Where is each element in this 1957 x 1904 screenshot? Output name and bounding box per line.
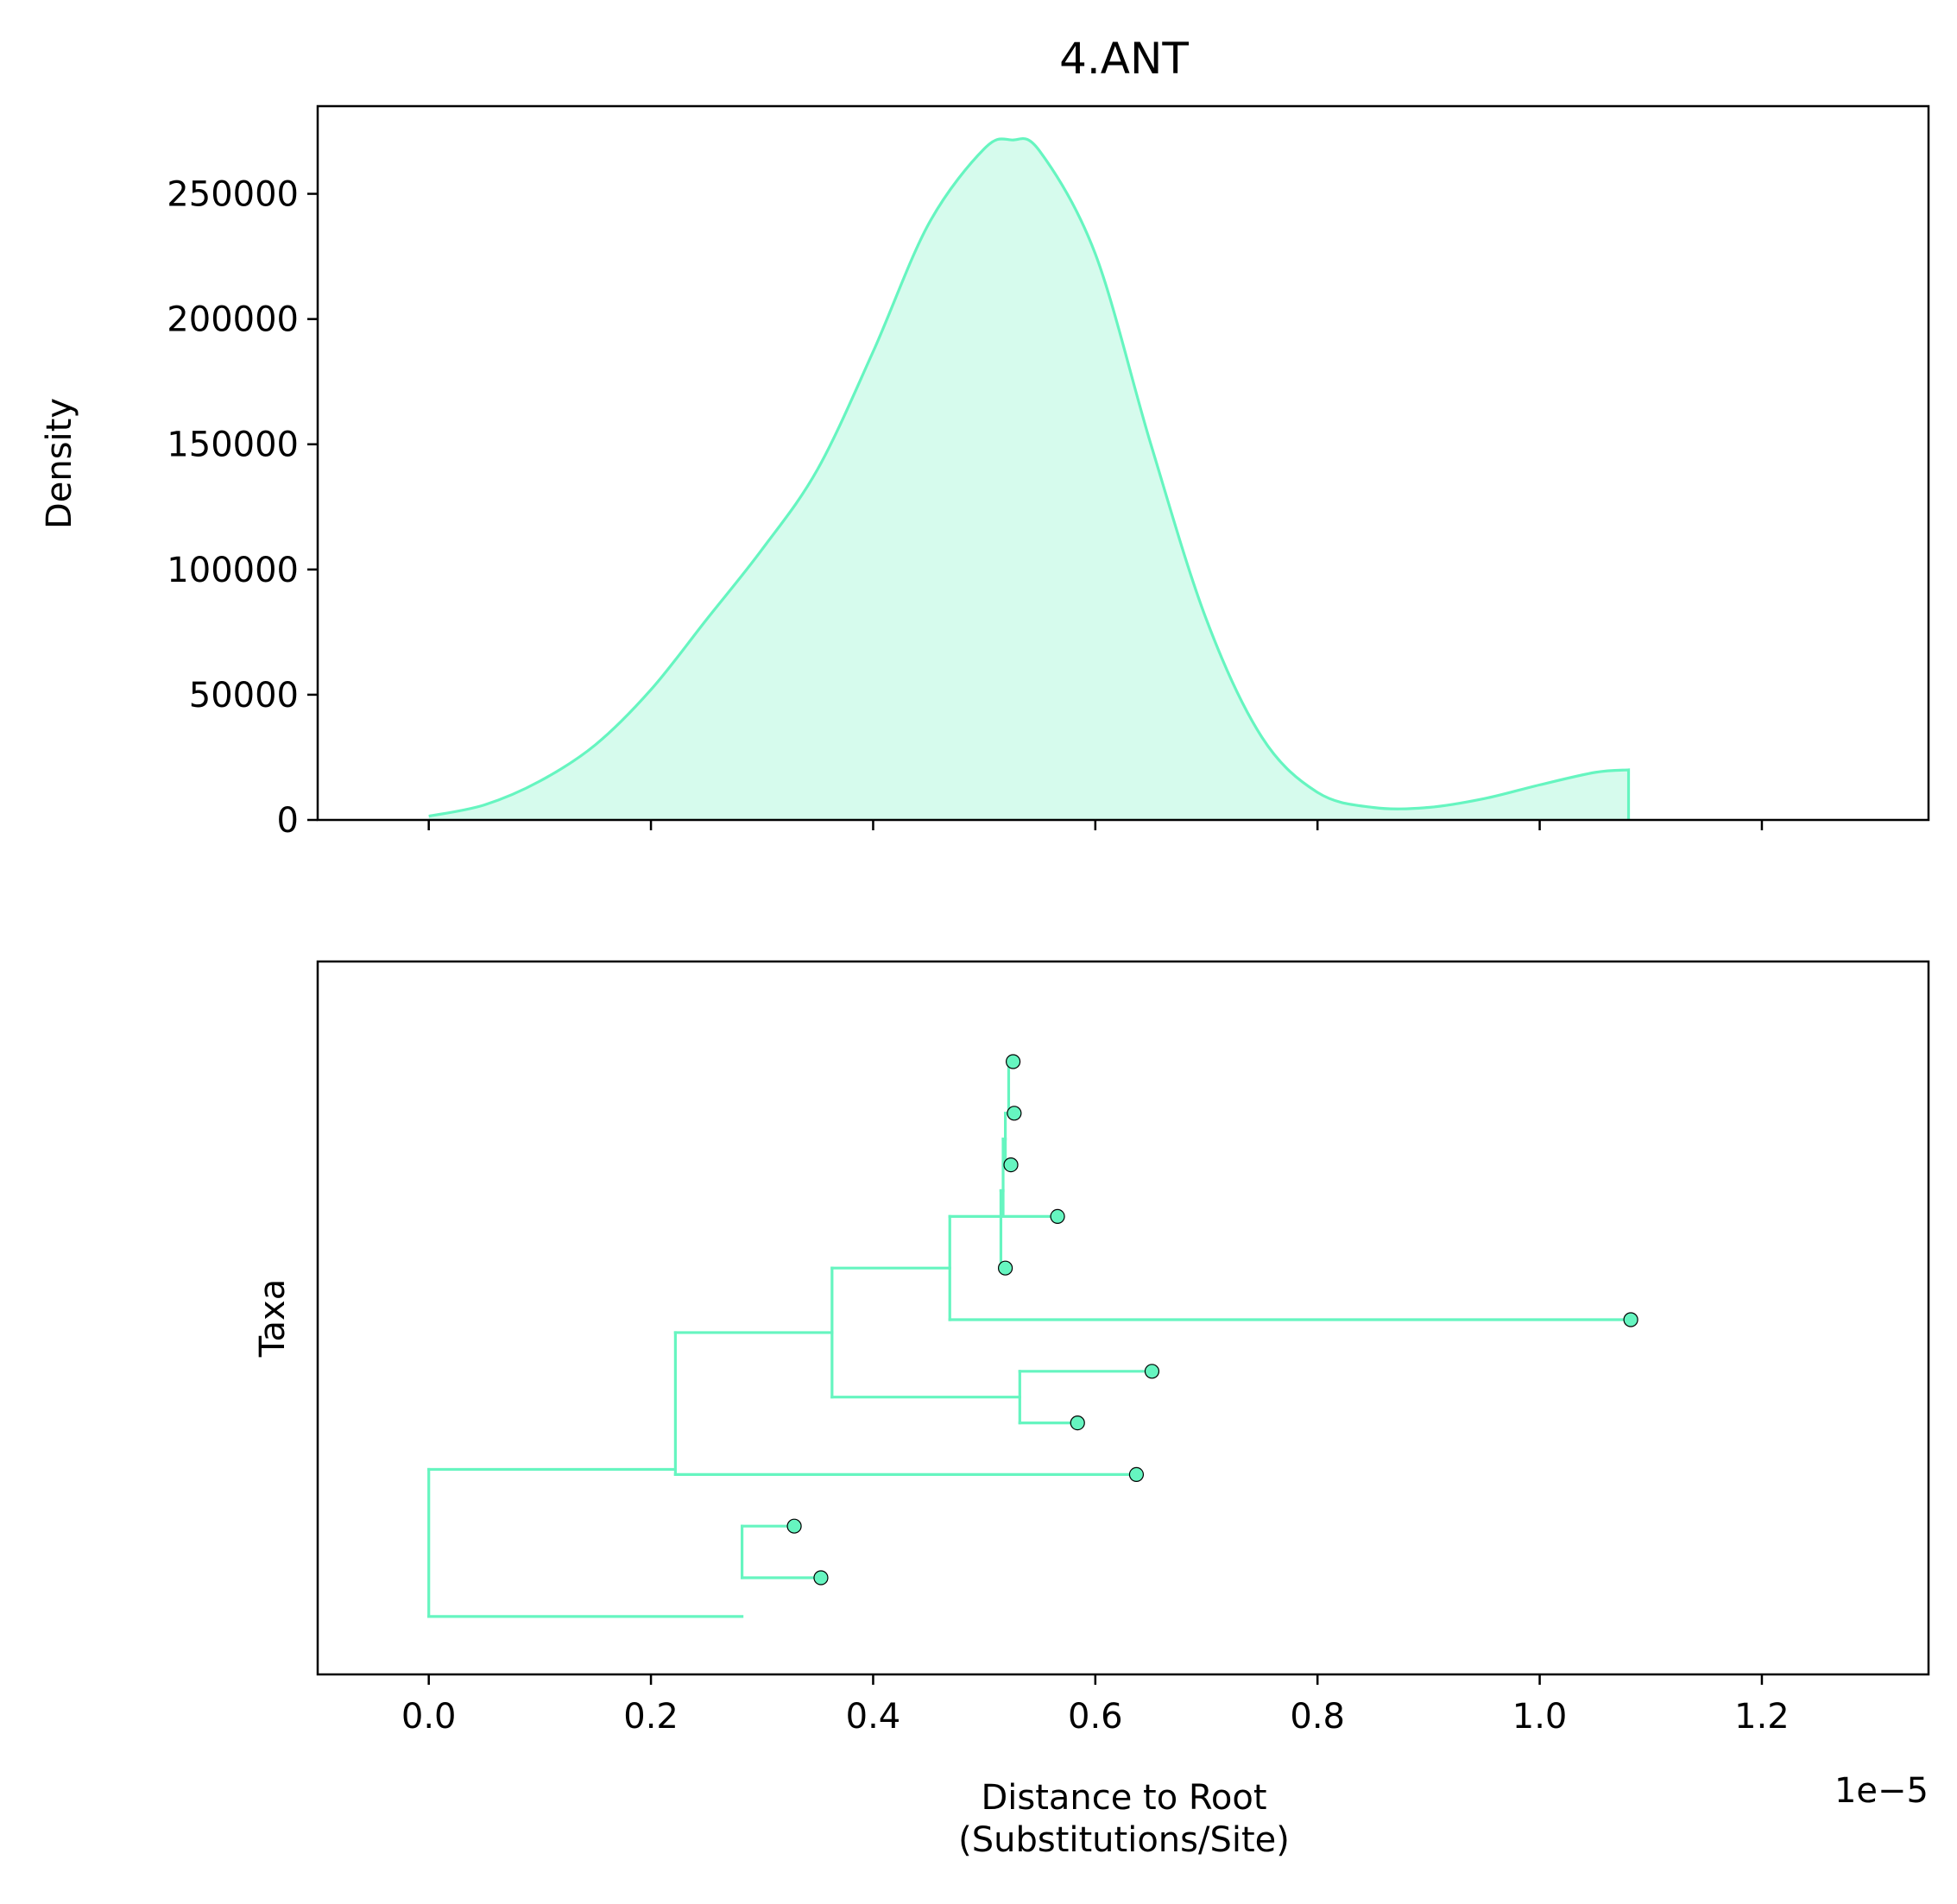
tree-tip	[1005, 1054, 1021, 1069]
tree-tip	[786, 1518, 802, 1534]
density-y-axis-label: Density	[40, 398, 79, 529]
tree-tip	[813, 1570, 829, 1586]
tree-x-tick-label: 0.4	[846, 1697, 901, 1737]
tree-x-tick-label: 0.8	[1290, 1697, 1345, 1737]
tree-x-axis-label-line2: (Substitutions/Site)	[958, 1820, 1290, 1860]
tree-x-tick-label: 1.0	[1512, 1697, 1568, 1737]
tree-tip	[1007, 1106, 1022, 1121]
density-y-tick-label: 200000	[167, 300, 299, 340]
tree-x-tick-label: 0.0	[401, 1697, 457, 1737]
density-y-tick-label: 150000	[167, 426, 299, 465]
density-y-tick-label: 250000	[167, 175, 299, 215]
tree-axes-frame	[316, 960, 1930, 1676]
tree-panel: 0.0 0.2 0.4 0.6 0.8 1.0 1.2 Taxa Distance to R…	[253, 960, 1930, 1860]
tree-x-tick-label: 0.6	[1068, 1697, 1123, 1737]
tree-tip	[1144, 1364, 1160, 1379]
tree-tip	[1050, 1208, 1065, 1225]
chart-title: 4.ANT	[1059, 34, 1189, 84]
density-line	[428, 137, 1631, 820]
tree-tip	[1623, 1312, 1638, 1327]
tree-x-axis-label-line1: Distance to Root	[981, 1778, 1266, 1818]
density-y-ticks: 0 50000 100000 150000 200000 250000	[167, 175, 318, 841]
tree-x-tick-label: 0.2	[623, 1697, 679, 1737]
x-offset-label: 1e−5	[1834, 1771, 1929, 1811]
density-y-tick-label: 50000	[189, 676, 299, 716]
density-y-tick-label: 100000	[167, 551, 299, 590]
tree-tip	[1128, 1466, 1145, 1483]
tree-x-tick-label: 1.2	[1734, 1697, 1790, 1737]
density-panel: 0 50000 100000 150000 200000 250000 Density	[40, 104, 1930, 841]
density-marks	[428, 137, 1631, 820]
density-y-tick-label: 0	[277, 801, 299, 841]
tree-tip	[1070, 1415, 1085, 1431]
tree-tips	[786, 1054, 1638, 1586]
tree-tip	[1003, 1157, 1019, 1173]
tree-branches	[427, 1060, 1632, 1618]
tree-tip	[997, 1260, 1013, 1276]
density-x-ticks	[427, 820, 1764, 830]
tree-y-axis-label: Taxa	[253, 1279, 293, 1359]
tree-x-ticks: 0.0 0.2 0.4 0.6 0.8 1.0 1.2	[401, 1674, 1790, 1737]
density-area-fill	[428, 138, 1629, 820]
density-axes-frame	[316, 104, 1930, 822]
